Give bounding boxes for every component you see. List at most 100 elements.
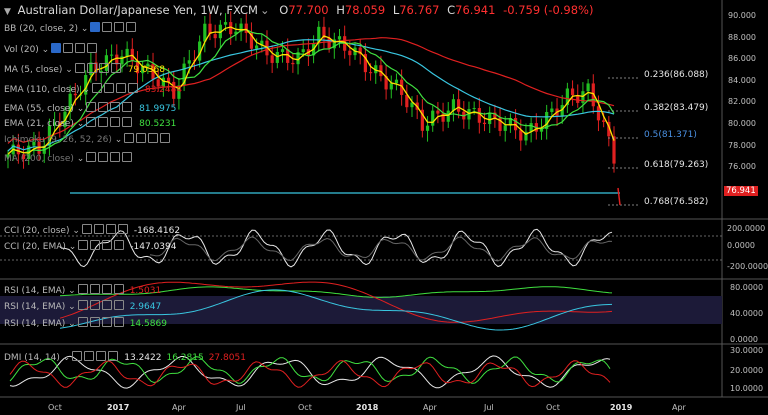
indicator-name[interactable]: RSI (14, EMA) <box>4 286 66 296</box>
settings-icon[interactable] <box>103 83 114 93</box>
add-icon[interactable] <box>110 117 121 127</box>
close-icon[interactable] <box>114 240 125 250</box>
eye-icon[interactable] <box>74 63 85 73</box>
add-icon[interactable] <box>101 284 112 294</box>
chevron-down-icon[interactable]: ⌄ <box>111 135 123 145</box>
overlay-name[interactable]: BB (20, close, 2) <box>4 24 79 34</box>
eye-icon[interactable] <box>77 317 88 327</box>
chevron-down-icon[interactable]: ⌄ <box>73 104 85 114</box>
add-icon[interactable] <box>110 152 121 162</box>
eye-icon[interactable] <box>90 22 101 32</box>
eye-icon[interactable] <box>51 43 62 53</box>
add-icon[interactable] <box>105 224 116 234</box>
add-icon[interactable] <box>101 300 112 310</box>
close-icon[interactable] <box>108 351 119 361</box>
collapse-chevron-icon[interactable]: ▼ <box>4 7 11 17</box>
symbol-name[interactable]: Australian Dollar/Japanese Yen, 1W, FXCM <box>17 3 258 17</box>
chevron-down-icon[interactable]: ⌄ <box>69 226 80 236</box>
settings-icon[interactable] <box>86 63 97 73</box>
settings-icon[interactable] <box>136 133 147 143</box>
chevron-down-icon[interactable]: ⌄ <box>65 286 76 296</box>
add-icon[interactable] <box>96 351 107 361</box>
settings-icon[interactable] <box>63 43 74 53</box>
close-icon[interactable] <box>122 152 133 162</box>
candle-body <box>166 77 171 82</box>
eye-icon[interactable] <box>78 240 89 250</box>
candle-body <box>156 79 160 87</box>
add-icon[interactable] <box>148 133 159 143</box>
eye-icon[interactable] <box>86 102 97 112</box>
settings-icon[interactable] <box>84 351 95 361</box>
candle-body <box>135 60 140 74</box>
overlay-name[interactable]: Ichimoku (9, 26, 52, 26) <box>4 135 112 145</box>
close-icon[interactable] <box>113 284 124 294</box>
candle-body <box>327 37 331 49</box>
settings-icon[interactable] <box>93 224 104 234</box>
eye-icon[interactable] <box>86 152 97 162</box>
candle-body <box>457 99 461 112</box>
add-icon[interactable] <box>101 317 112 327</box>
close-icon[interactable] <box>113 317 124 327</box>
dmi-axis-label: 30.0000 <box>730 346 764 355</box>
chevron-down-icon[interactable]: ⌄ <box>79 85 90 95</box>
eye-icon[interactable] <box>72 351 83 361</box>
settings-icon[interactable] <box>89 300 100 310</box>
add-icon[interactable] <box>102 240 113 250</box>
candle-body <box>21 154 26 159</box>
candle-body <box>508 118 513 126</box>
settings-icon[interactable] <box>89 317 100 327</box>
chevron-down-icon[interactable]: ⌄ <box>65 302 76 312</box>
settings-icon[interactable] <box>102 22 113 32</box>
indicator-name[interactable]: CCI (20, close) <box>4 226 70 236</box>
chevron-down-icon[interactable]: ⌄ <box>73 119 85 129</box>
close-icon[interactable] <box>122 117 133 127</box>
eye-icon[interactable] <box>91 83 102 93</box>
overlay-name[interactable]: EMA (110, close) <box>4 85 80 95</box>
settings-icon[interactable] <box>98 102 109 112</box>
eye-icon[interactable] <box>81 224 92 234</box>
candle-body <box>477 108 481 123</box>
indicator-row: RSI (14, EMA) ⌄ 1.5031 <box>4 284 161 296</box>
candle-body <box>255 45 259 49</box>
indicator-name[interactable]: RSI (14, EMA) <box>4 319 66 329</box>
add-icon[interactable] <box>110 102 121 112</box>
indicator-name[interactable]: CCI (20, EMA) <box>4 242 66 252</box>
settings-icon[interactable] <box>98 117 109 127</box>
add-icon[interactable] <box>114 22 125 32</box>
add-icon[interactable] <box>98 63 109 73</box>
overlay-name[interactable]: MA (5, close) <box>4 65 63 75</box>
overlay-name[interactable]: Vol (20) <box>4 45 39 55</box>
settings-icon[interactable] <box>89 284 100 294</box>
chevron-down-icon[interactable]: ⌄ <box>59 353 71 363</box>
add-icon[interactable] <box>115 83 126 93</box>
close-icon[interactable] <box>126 22 137 32</box>
close-icon[interactable] <box>127 83 138 93</box>
chevron-down-icon[interactable]: ⌄ <box>65 242 77 252</box>
add-icon[interactable] <box>75 43 86 53</box>
close-icon[interactable] <box>113 300 124 310</box>
eye-icon[interactable] <box>124 133 135 143</box>
overlay-name[interactable]: MA (200, close) <box>4 154 74 164</box>
overlay-name[interactable]: EMA (21, close) <box>4 119 74 129</box>
candle-body <box>296 52 300 65</box>
eye-icon[interactable] <box>77 284 88 294</box>
eye-icon[interactable] <box>77 300 88 310</box>
chevron-down-icon[interactable]: ⌄ <box>62 65 73 75</box>
eye-icon[interactable] <box>86 117 97 127</box>
close-icon[interactable] <box>110 63 121 73</box>
close-icon[interactable] <box>160 133 171 143</box>
close-icon[interactable] <box>117 224 128 234</box>
chevron-down-icon[interactable]: ⌄ <box>73 154 85 164</box>
chevron-down-icon[interactable]: ⌄ <box>65 319 76 329</box>
indicator-name[interactable]: RSI (14, EMA) <box>4 302 66 312</box>
indicator-name[interactable]: DMI (14, 14) <box>4 353 60 363</box>
settings-icon[interactable] <box>98 152 109 162</box>
settings-icon[interactable] <box>90 240 101 250</box>
dropdown-chevron-icon[interactable]: ⌄ <box>259 3 270 17</box>
overlay-name[interactable]: EMA (55, close) <box>4 104 74 114</box>
chevron-down-icon[interactable]: ⌄ <box>78 24 89 34</box>
close-icon[interactable] <box>122 102 133 112</box>
close-icon[interactable] <box>87 43 98 53</box>
chevron-down-icon[interactable]: ⌄ <box>38 45 50 55</box>
candle-body <box>198 41 202 61</box>
